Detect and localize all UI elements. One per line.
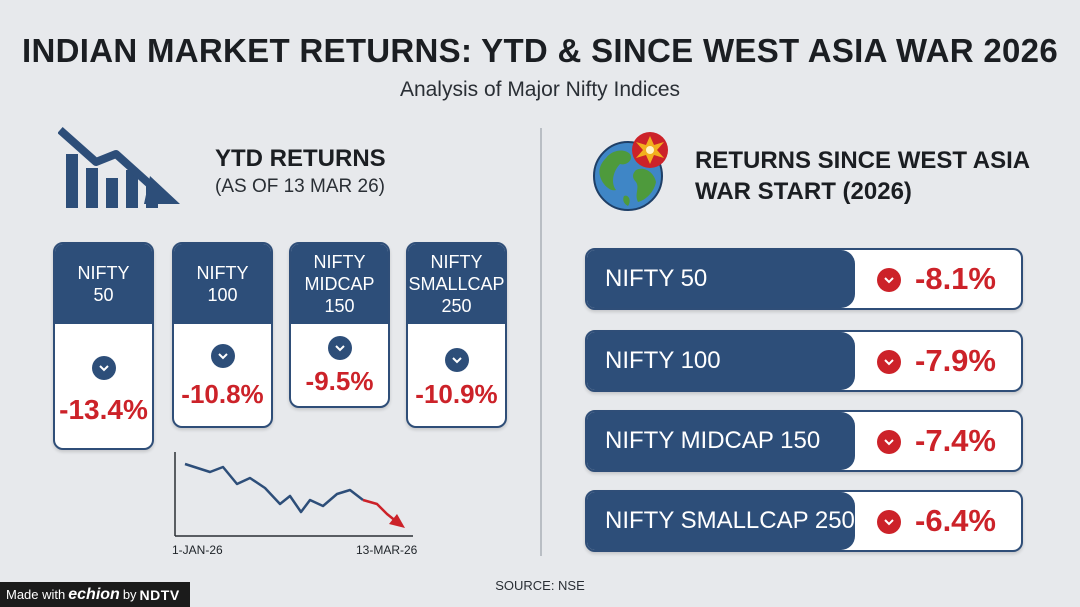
row-value: -7.4% (915, 423, 996, 458)
war-row-nifty-100: NIFTY 100 -7.9% (585, 330, 1023, 392)
trend-line-red (362, 498, 398, 523)
chevron-down-icon (210, 344, 235, 368)
ytd-card-nifty-50: NIFTY 50 -13.4% (53, 242, 154, 450)
row-value: -7.9% (915, 343, 996, 378)
card-label: 150 (324, 296, 355, 316)
card-label: NIFTY (77, 263, 130, 283)
badge-by: by (122, 587, 137, 602)
badge-prefix: Made with (6, 587, 66, 602)
ytd-trend-chart (174, 452, 413, 537)
card-label: 100 (207, 285, 238, 305)
row-value: -6.4% (915, 503, 996, 538)
card-label: SMALLCAP (408, 274, 505, 294)
row-label: NIFTY 50 (587, 250, 855, 308)
card-header: NIFTY MIDCAP 150 (291, 244, 388, 324)
chevron-down-icon (91, 356, 116, 380)
war-row-nifty-smallcap-250: NIFTY SMALLCAP 250 -6.4% (585, 490, 1023, 552)
page-title: INDIAN MARKET RETURNS: YTD & SINCE WEST … (22, 32, 1058, 69)
ytd-subtitle: (AS OF 13 MAR 26) (215, 176, 385, 197)
war-section-title: RETURNS SINCE WEST ASIA WAR START (2026) (695, 145, 1035, 207)
card-value: -13.4% (59, 394, 148, 425)
card-header: NIFTY 100 (174, 244, 271, 324)
page-subtitle: Analysis of Major Nifty Indices (399, 78, 681, 101)
ytd-card-nifty-midcap-150: NIFTY MIDCAP 150 -9.5% (289, 242, 390, 408)
ndtv-logo: NDTV (139, 586, 180, 603)
war-title-line-2: WAR START (2026) (695, 178, 912, 205)
globe-explosion-icon (593, 132, 668, 211)
war-title-line-1: RETURNS SINCE WEST ASIA (695, 147, 1031, 174)
row-label: NIFTY 100 (587, 332, 855, 390)
card-header: NIFTY SMALLCAP 250 (408, 244, 505, 324)
badge-brand-logo: echion (68, 585, 120, 603)
chart-x-start-label: 1-JAN-26 (172, 543, 223, 557)
chevron-down-icon (877, 430, 901, 454)
war-row-nifty-midcap-150: NIFTY MIDCAP 150 -7.4% (585, 410, 1023, 472)
card-label: NIFTY (430, 252, 483, 272)
war-row-nifty-50: NIFTY 50 -8.1% (585, 248, 1023, 310)
card-value: -10.8% (181, 379, 264, 409)
made-with-badge: Made with echion by NDTV (0, 582, 190, 607)
chevron-down-icon (877, 350, 901, 374)
card-value: -9.5% (305, 366, 374, 396)
ytd-card-nifty-smallcap-250: NIFTY SMALLCAP 250 -10.9% (406, 242, 507, 428)
declining-bar-chart-icon (58, 127, 180, 208)
card-label: 50 (93, 285, 114, 305)
source-note: SOURCE: NSE (495, 578, 585, 593)
row-label: NIFTY MIDCAP 150 (587, 412, 855, 470)
card-label: MIDCAP (304, 274, 375, 294)
chevron-down-icon (877, 510, 901, 534)
card-label: 250 (441, 296, 472, 316)
card-header: NIFTY 50 (55, 244, 152, 324)
row-label: NIFTY SMALLCAP 250 (587, 492, 855, 550)
card-label: NIFTY (313, 252, 366, 272)
trend-line-blue (184, 462, 364, 514)
trend-arrowhead (389, 514, 405, 528)
card-value: -10.9% (415, 379, 498, 409)
row-value: -8.1% (915, 261, 996, 296)
ytd-title: YTD RETURNS (215, 145, 386, 172)
chevron-down-icon (327, 336, 352, 360)
chevron-down-icon (444, 348, 469, 372)
section-divider (540, 128, 542, 556)
chart-x-end-label: 13-MAR-26 (356, 543, 418, 557)
chevron-down-icon (877, 268, 901, 292)
ytd-card-nifty-100: NIFTY 100 -10.8% (172, 242, 273, 428)
card-label: NIFTY (196, 263, 249, 283)
